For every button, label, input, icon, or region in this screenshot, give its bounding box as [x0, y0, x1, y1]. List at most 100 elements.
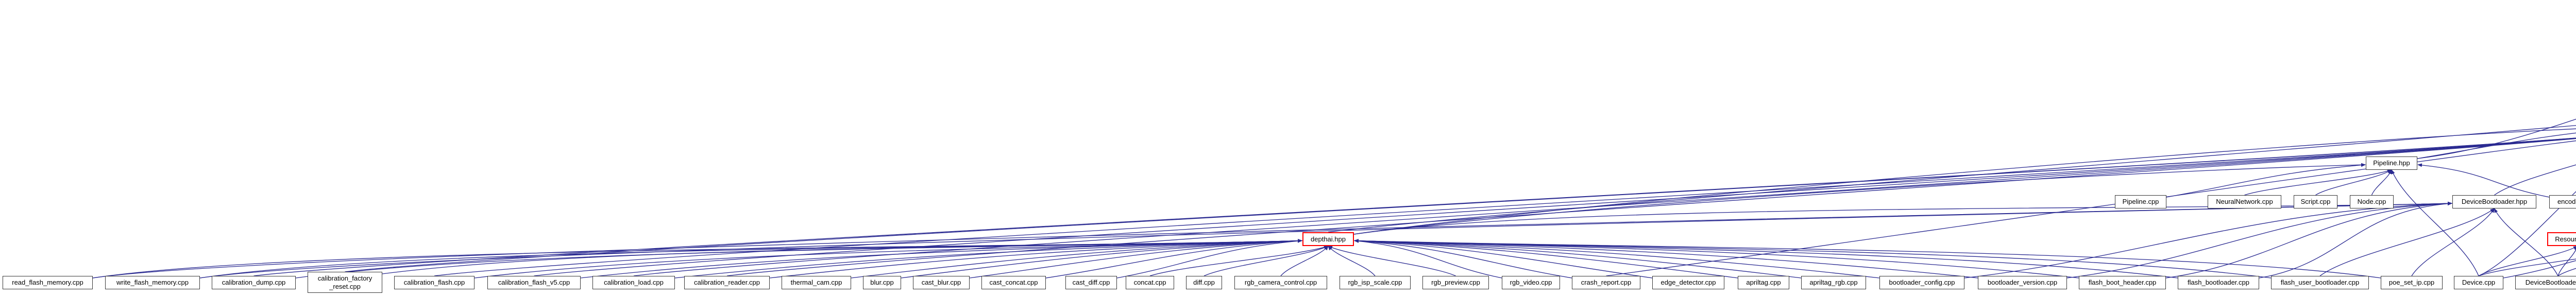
edge-bootloader_version.cpp--DeviceBootloader.hpp [2066, 201, 2452, 278]
node-rgb_camera_control.cpp[interactable]: rgb_camera_control.cpp [1234, 276, 1327, 289]
edge-Device.cpp--LogCollection.hpp [2503, 260, 2576, 278]
edge-NeuralNetwork.cpp--Pipeline.hpp [2244, 169, 2392, 196]
node-Device.cpp[interactable]: Device.cpp [2454, 276, 2503, 289]
node-calibration_factory_reset.cpp[interactable]: calibration_factory _reset.cpp [308, 272, 382, 293]
node-label: rgb_camera_control.cpp [1244, 278, 1317, 287]
edge-cast_diff.cpp--depthai.hpp [1116, 239, 1302, 278]
node-calibration_load.cpp[interactable]: calibration_load.cpp [592, 276, 675, 289]
edge-DeviceBootloader.cpp--DeviceBootloader.hpp [2494, 208, 2558, 276]
edge-thermal_cam.cpp--depthai.hpp [851, 239, 1302, 278]
edge-Pipeline.cpp--Pipeline.hpp [2166, 163, 2366, 198]
node-label: concat.cpp [1133, 278, 1166, 287]
edge-bootloader_config.cpp--depthai.hpp [1354, 239, 1880, 278]
node-DeviceBootloader.hpp[interactable]: DeviceBootloader.hpp [2452, 195, 2536, 208]
node-Script.cpp[interactable]: Script.cpp [2294, 195, 2337, 208]
node-read_flash_memory.cpp[interactable]: read_flash_memory.cpp [3, 276, 93, 289]
node-Pipeline.hpp[interactable]: Pipeline.hpp [2366, 156, 2417, 170]
node-write_flash_memory.cpp[interactable]: write_flash_memory.cpp [105, 276, 200, 289]
node-apriltag.cpp[interactable]: apriltag.cpp [1738, 276, 1789, 289]
edge-rgb_camera_control.cpp--depthai.hpp [1280, 246, 1329, 276]
edge-Pipeline.hpp--Device.hpp [2417, 132, 2576, 159]
edge-Pipeline.hpp--BoardConfig.hpp [2417, 118, 2576, 159]
edge-crash_report.cpp--depthai.hpp [1354, 239, 1572, 278]
node-Resources.hpp[interactable]: Resources.hpp [2547, 232, 2576, 246]
node-label: depthai.hpp [1311, 235, 1346, 243]
edge-edge_detector.cpp--depthai.hpp [1354, 239, 1653, 278]
edge-write_flash_memory.cpp--DeviceBootloader.hpp [199, 201, 2452, 278]
node-label: apriltag.cpp [1746, 278, 1781, 287]
edge-DeviceBootloader.hpp--Device.hpp [2494, 164, 2576, 196]
node-label: calibration_flash_v5.cpp [498, 278, 570, 287]
node-label: write_flash_memory.cpp [116, 278, 189, 287]
edge-flash_user_bootloader.cpp--DeviceBootloader.hpp [2319, 208, 2495, 276]
node-rgb_video.cpp[interactable]: rgb_video.cpp [1502, 276, 1560, 289]
edge-poe_set_ip.cpp--depthai.hpp [1354, 239, 2381, 278]
node-bootloader_version.cpp[interactable]: bootloader_version.cpp [1978, 276, 2067, 289]
edge-crash_report.cpp--Device.hpp [1606, 140, 2576, 276]
node-poe_set_ip.cpp[interactable]: poe_set_ip.cpp [2381, 276, 2443, 289]
node-NeuralNetwork.cpp[interactable]: NeuralNetwork.cpp [2208, 195, 2281, 208]
node-calibration_flash.cpp[interactable]: calibration_flash.cpp [394, 276, 474, 289]
node-blur.cpp[interactable]: blur.cpp [863, 276, 901, 289]
edge-encoded_frame_test.cpp--Pipeline.hpp [2417, 163, 2550, 198]
edge-Device.cpp--Pipeline.hpp [2391, 169, 2479, 276]
edge-poe_set_ip.cpp--DeviceBootloader.hpp [2411, 208, 2495, 276]
node-label: NeuralNetwork.cpp [2216, 198, 2273, 206]
node-encoded_frame_test.cpp[interactable]: encoded_frame_test.cpp [2549, 195, 2576, 208]
edge-bootloader_config.cpp--DeviceBootloader.hpp [1964, 201, 2452, 278]
node-label: DeviceBootloader.hpp [2461, 198, 2528, 206]
edge-DeviceBootloader.cpp--Resources.hpp [2557, 246, 2576, 276]
edge-Node.cpp--Pipeline.hpp [2371, 169, 2392, 196]
node-apriltag_rgb.cpp[interactable]: apriltag_rgb.cpp [1801, 276, 1866, 289]
node-label: flash_boot_header.cpp [2088, 278, 2157, 287]
edge-rgb_isp_scale.cpp--depthai.hpp [1328, 246, 1376, 276]
edge-calibration_load.cpp--depthai.hpp [674, 239, 1302, 278]
node-calibration_flash_v5.cpp[interactable]: calibration_flash_v5.cpp [487, 276, 581, 289]
edge-bootloader_version.cpp--depthai.hpp [1354, 239, 1978, 278]
node-label: bootloader_config.cpp [1889, 278, 1955, 287]
node-rgb_preview.cpp[interactable]: rgb_preview.cpp [1422, 276, 1489, 289]
node-label: rgb_video.cpp [1510, 278, 1552, 287]
node-label: calibration_flash.cpp [403, 278, 465, 287]
edge-diff.cpp--depthai.hpp [1204, 246, 1329, 276]
edge-calibration_factory_reset.cpp--Device.hpp [345, 137, 2576, 272]
node-bootloader_config.cpp[interactable]: bootloader_config.cpp [1879, 276, 1964, 289]
node-cast_diff.cpp[interactable]: cast_diff.cpp [1065, 276, 1117, 289]
node-label: cast_concat.cpp [989, 278, 1038, 287]
node-diff.cpp[interactable]: diff.cpp [1186, 276, 1222, 289]
node-flash_bootloader.cpp[interactable]: flash_bootloader.cpp [2178, 276, 2259, 289]
edge-calibration_flash_v5.cpp--Device.hpp [534, 138, 2576, 276]
node-calibration_dump.cpp[interactable]: calibration_dump.cpp [212, 276, 296, 289]
node-cast_concat.cpp[interactable]: cast_concat.cpp [981, 276, 1046, 289]
node-flash_user_bootloader.cpp[interactable]: flash_user_bootloader.cpp [2271, 276, 2369, 289]
edge-calibration_flash_v5.cpp--depthai.hpp [580, 239, 1302, 278]
node-label: Resources.hpp [2555, 235, 2576, 243]
edge-cast_blur.cpp--depthai.hpp [969, 239, 1302, 278]
node-label: crash_report.cpp [1581, 278, 1632, 287]
node-Pipeline.cpp[interactable]: Pipeline.cpp [2115, 195, 2166, 208]
node-DeviceBootloader.cpp[interactable]: DeviceBootloader.cpp [2515, 276, 2576, 289]
node-concat.cpp[interactable]: concat.cpp [1126, 276, 1174, 289]
node-thermal_cam.cpp[interactable]: thermal_cam.cpp [782, 276, 851, 289]
edge-calibration_reader.cpp--Device.hpp [726, 138, 2576, 276]
node-cast_blur.cpp[interactable]: cast_blur.cpp [913, 276, 970, 289]
node-label: flash_user_bootloader.cpp [2280, 278, 2360, 287]
edge-apriltag_rgb.cpp--depthai.hpp [1354, 239, 1802, 278]
edge-calibration_reader.cpp--depthai.hpp [769, 239, 1302, 278]
node-label: blur.cpp [870, 278, 894, 287]
node-flash_boot_header.cpp[interactable]: flash_boot_header.cpp [2079, 276, 2166, 289]
node-depthai.hpp[interactable]: depthai.hpp [1302, 232, 1354, 246]
node-Node.cpp[interactable]: Node.cpp [2350, 195, 2394, 208]
node-edge_detector.cpp[interactable]: edge_detector.cpp [1652, 276, 1724, 289]
node-label: encoded_frame_test.cpp [2557, 198, 2576, 206]
node-calibration_reader.cpp[interactable]: calibration_reader.cpp [684, 276, 770, 289]
node-rgb_isp_scale.cpp[interactable]: rgb_isp_scale.cpp [1340, 276, 1411, 289]
node-crash_report.cpp[interactable]: crash_report.cpp [1572, 276, 1640, 289]
node-label: rgb_isp_scale.cpp [1348, 278, 1402, 287]
edge-flash_bootloader.cpp--DeviceBootloader.hpp [2259, 202, 2452, 278]
node-label: diff.cpp [1193, 278, 1215, 287]
edge-calibration_flash.cpp--Device.hpp [434, 137, 2576, 276]
node-label: edge_detector.cpp [1660, 278, 1716, 287]
